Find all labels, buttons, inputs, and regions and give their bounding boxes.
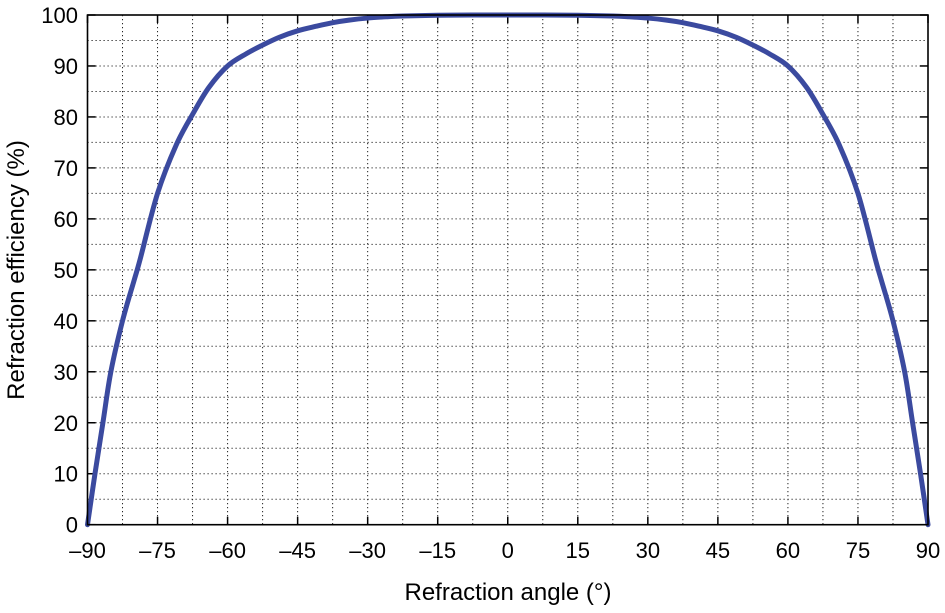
- y-tick-label: 80: [54, 105, 78, 130]
- x-tick-label: –90: [69, 538, 106, 563]
- x-tick-label: –60: [209, 538, 246, 563]
- x-tick-label: –75: [139, 538, 176, 563]
- x-tick-label: –45: [279, 538, 316, 563]
- x-tick-label: –30: [349, 538, 386, 563]
- y-tick-label: 50: [54, 258, 78, 283]
- x-tick-label: 90: [916, 538, 940, 563]
- grid-lines: [87, 15, 928, 525]
- x-axis-title: Refraction angle (°): [404, 579, 611, 606]
- y-tick-label: 40: [54, 309, 78, 334]
- x-tick-label: 60: [776, 538, 800, 563]
- plot-frame: [86, 14, 929, 526]
- y-axis-tick-labels: 0 10 20 30 40 50 60 70 80 90 100: [41, 3, 78, 538]
- y-tick-label: 60: [54, 207, 78, 232]
- y-tick-label: 90: [54, 54, 78, 79]
- y-tick-label: 10: [54, 462, 78, 487]
- y-tick-label: 70: [54, 156, 78, 181]
- x-axis-tick-labels: –90 –75 –60 –45 –30 –15 0 15 30 45 60 75 90: [69, 538, 940, 563]
- x-tick-label: 0: [502, 538, 514, 563]
- y-tick-label: 30: [54, 360, 78, 385]
- x-tick-label: 15: [566, 538, 590, 563]
- y-axis-title: Refraction efficiency (%): [3, 140, 30, 400]
- y-tick-label: 0: [66, 513, 78, 538]
- y-tick-label: 100: [41, 3, 78, 28]
- y-tick-label: 20: [54, 411, 78, 436]
- x-tick-label: 75: [846, 538, 870, 563]
- x-tick-label: 30: [636, 538, 660, 563]
- x-tick-label: 45: [706, 538, 730, 563]
- x-tick-label: –15: [419, 538, 456, 563]
